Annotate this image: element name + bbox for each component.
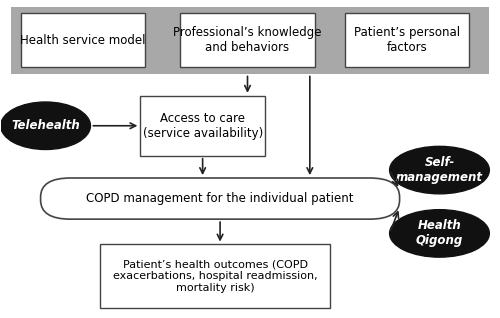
FancyBboxPatch shape [10, 7, 490, 73]
FancyBboxPatch shape [344, 13, 470, 67]
Ellipse shape [390, 210, 490, 257]
Text: Self-
management: Self- management [396, 156, 483, 184]
FancyBboxPatch shape [140, 96, 265, 156]
Text: Health
Qigong: Health Qigong [416, 219, 463, 247]
Text: Patient’s personal
factors: Patient’s personal factors [354, 26, 460, 54]
Ellipse shape [0, 102, 90, 149]
Text: Access to care
(service availability): Access to care (service availability) [142, 112, 263, 140]
Ellipse shape [390, 146, 490, 194]
FancyBboxPatch shape [100, 245, 330, 308]
Text: Health service model: Health service model [20, 34, 146, 47]
Text: Patient’s health outcomes (COPD
exacerbations, hospital readmission,
mortality r: Patient’s health outcomes (COPD exacerba… [113, 259, 318, 293]
FancyBboxPatch shape [40, 178, 400, 219]
FancyBboxPatch shape [20, 13, 146, 67]
Text: COPD management for the individual patient: COPD management for the individual patie… [86, 192, 354, 205]
Text: Telehealth: Telehealth [11, 119, 80, 132]
FancyBboxPatch shape [180, 13, 315, 67]
Text: Professional’s knowledge
and behaviors: Professional’s knowledge and behaviors [174, 26, 322, 54]
